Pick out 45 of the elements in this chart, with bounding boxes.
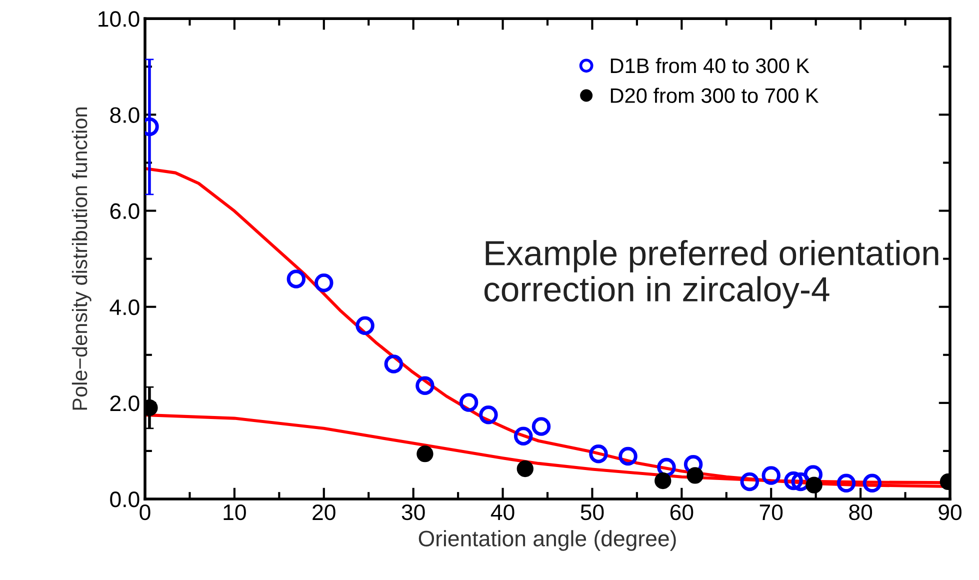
x-tick-label: 70: [760, 504, 783, 520]
point: [862, 474, 882, 493]
x-tick-label: 40: [490, 504, 514, 520]
point: [532, 417, 551, 436]
point: [684, 455, 703, 474]
point: [654, 472, 672, 490]
point: [589, 444, 608, 464]
y-tick-label: 8.0: [110, 107, 140, 123]
x-axis-title: Orientation angle (degree): [418, 530, 676, 551]
y-tick-label: 2.0: [110, 395, 140, 412]
point: [762, 466, 780, 485]
x-tick-label: 20: [312, 504, 336, 520]
point: [516, 460, 534, 478]
point: [806, 476, 822, 494]
x-tick-label: 60: [670, 504, 694, 520]
point: [416, 376, 434, 395]
point: [416, 446, 434, 462]
y-tick-label: 0.0: [110, 492, 140, 508]
y-tick-label: 4.0: [110, 299, 140, 316]
x-tick-label: 10: [224, 504, 246, 520]
point: [314, 273, 334, 292]
legend-label: D20 from 300 to 700 K: [610, 88, 819, 103]
point: [784, 471, 803, 490]
point: [740, 472, 760, 492]
x-tick-label: 80: [849, 504, 872, 520]
point: [514, 426, 533, 446]
point: [479, 406, 498, 424]
x-tick-label: 90: [938, 504, 962, 520]
point: [618, 446, 638, 466]
y-tick-label: 6.0: [110, 203, 140, 220]
point: [836, 474, 856, 493]
y-axis-title: Pole−density distribution function: [72, 108, 92, 410]
point: [657, 458, 676, 477]
point: [286, 270, 306, 288]
point: [459, 393, 478, 412]
annotation: Example preferred orientation correction in zircaloy-4: [484, 240, 938, 309]
legend-label: D1B from 40 to 300 K: [610, 58, 810, 74]
x-tick-label: 30: [402, 504, 425, 520]
x-tick-label: 50: [580, 504, 604, 520]
point: [791, 472, 810, 492]
x-tick-label: 0: [140, 504, 150, 520]
y-tick-label: 10.0: [98, 11, 140, 27]
point: [356, 316, 374, 335]
point: [384, 354, 404, 374]
point: [686, 467, 704, 484]
